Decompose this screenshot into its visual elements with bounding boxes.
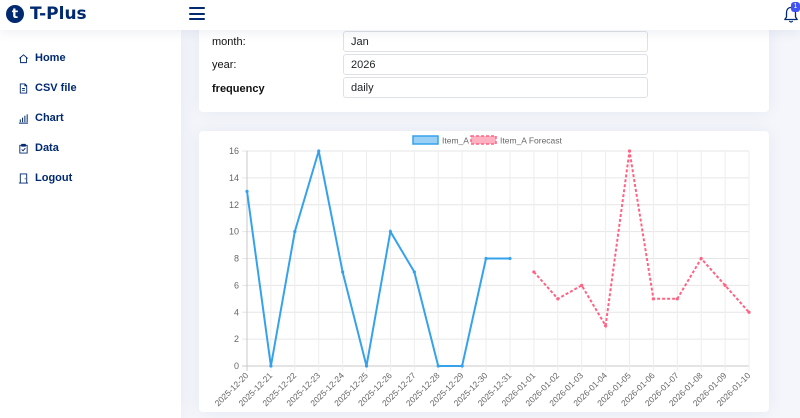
chart-card: 0 2 4 6 8 10 12 14 16 2025-12-20 2025-12-21 2025-12… xyxy=(199,131,769,412)
month-field[interactable]: Jan xyxy=(343,31,648,52)
item-a-series-line xyxy=(246,150,510,367)
y-tick-label: 8 xyxy=(234,254,239,264)
item-a-forecast-series-line xyxy=(533,150,750,329)
brand-mark: t xyxy=(6,5,24,23)
y-tick-label: 6 xyxy=(234,280,239,290)
brand-logo[interactable]: t T-Plus xyxy=(6,4,87,24)
legend-swatch xyxy=(470,135,497,145)
item-a-data-point xyxy=(436,364,440,368)
sidebar-item-label: Chart xyxy=(35,112,64,124)
year-label: year: xyxy=(212,59,237,71)
item-a-forecast-data-point xyxy=(723,283,727,287)
item-a-data-point xyxy=(388,230,393,234)
y-tick-label: 14 xyxy=(229,173,239,183)
month-label: month: xyxy=(212,36,246,48)
legend-label: Item_A xyxy=(442,136,469,146)
item-a-data-point xyxy=(364,364,369,368)
house-icon xyxy=(19,53,28,63)
item-a-forecast-data-point xyxy=(651,297,655,301)
y-tick-label: 10 xyxy=(229,227,239,237)
sidebar-item-home[interactable]: Home xyxy=(18,48,66,68)
item-a-forecast-data-point xyxy=(556,297,560,301)
y-tick-label: 2 xyxy=(234,334,239,344)
filter-form-card: month: Jan year: 2026 frequency daily xyxy=(199,24,769,112)
item-a-forecast-data-point xyxy=(627,149,632,153)
file-icon xyxy=(19,82,28,94)
sidebar-item-data[interactable]: Data xyxy=(18,138,59,158)
item-a-data-point xyxy=(293,230,297,234)
sidebar-item-label: CSV file xyxy=(35,82,77,94)
legend-swatch xyxy=(412,135,439,145)
frequency-label: frequency xyxy=(212,83,265,95)
y-tick-label: 0 xyxy=(234,361,239,371)
sidebar-item-label: Logout xyxy=(35,172,73,184)
hamburger-line xyxy=(189,12,205,15)
menu-toggle-button[interactable] xyxy=(189,7,205,20)
line-chart: 02468101214162025-12-202025-12-212025-12… xyxy=(213,135,753,408)
hamburger-line xyxy=(189,7,205,9)
legend-label: Item_A Forecast xyxy=(500,136,563,146)
y-tick-label: 4 xyxy=(234,307,239,317)
bar-chart-icon xyxy=(18,113,29,124)
y-tick-label: 16 xyxy=(229,146,239,156)
item-a-data-point xyxy=(508,256,512,261)
item-a-data-point xyxy=(412,270,416,274)
item-a-data-point xyxy=(245,189,249,193)
brand-name: T-Plus xyxy=(30,4,87,24)
item-a-forecast-data-point xyxy=(603,324,608,328)
item-a-forecast-data-point xyxy=(580,283,584,287)
sidebar-item-chart[interactable]: Chart xyxy=(18,108,64,128)
item-a-forecast-data-point xyxy=(675,297,679,301)
hamburger-line xyxy=(189,18,205,20)
notification-badge: 1 xyxy=(791,2,800,12)
item-a-data-point xyxy=(317,149,321,153)
item-a-forecast-data-point xyxy=(532,270,536,274)
sidebar-item-csv-file[interactable]: CSV file xyxy=(18,78,77,98)
sidebar-item-label: Data xyxy=(35,142,59,154)
item-a-forecast-data-point xyxy=(747,310,751,314)
frequency-field[interactable]: daily xyxy=(343,77,648,98)
item-a-data-point xyxy=(341,270,345,274)
y-tick-label: 12 xyxy=(229,200,239,210)
item-a-forecast-data-point xyxy=(699,256,703,261)
top-header: t T-Plus 1 xyxy=(0,0,800,30)
item-a-data-point xyxy=(460,364,464,368)
door-icon xyxy=(18,172,29,184)
item-a-data-point xyxy=(269,364,273,368)
year-field[interactable]: 2026 xyxy=(343,54,648,75)
sidebar: Home CSV file Chart Data Logout xyxy=(0,30,181,418)
sidebar-item-logout[interactable]: Logout xyxy=(18,168,72,188)
sidebar-item-label: Home xyxy=(35,52,66,64)
clipboard-icon xyxy=(19,143,28,154)
item-a-data-point xyxy=(484,256,488,261)
